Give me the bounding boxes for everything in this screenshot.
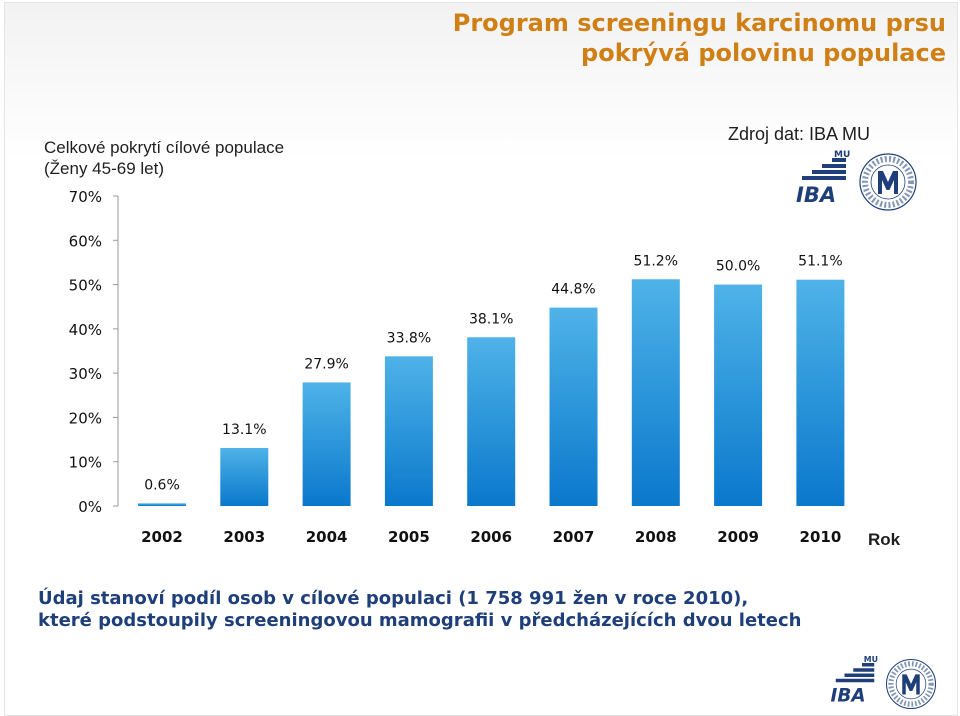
y-tick-label: 60% <box>69 232 102 250</box>
data-label: 27.9% <box>304 356 348 372</box>
bar <box>138 503 186 506</box>
y-tick-label: 50% <box>69 277 102 295</box>
x-tick-label: 2009 <box>717 528 759 546</box>
footnote-line-2: které podstoupily screeningovou mamograf… <box>38 610 802 631</box>
chart-title: Celkové pokrytí cílové populace <box>44 138 285 157</box>
mu-small-text-footer: MU <box>864 656 878 664</box>
y-tick-label: 10% <box>69 454 102 472</box>
data-label: 50.0% <box>716 259 760 275</box>
footnote-line-1: Údaj stanoví podíl osob v cílové populac… <box>38 588 749 609</box>
chart-title-block: Celkové pokrytí cílové populace (Ženy 45… <box>44 137 284 179</box>
x-tick-label: 2007 <box>553 528 595 546</box>
data-label: 38.1% <box>469 311 513 327</box>
data-label: 44.8% <box>551 282 595 298</box>
iba-mu-logo-footer: MU IBA <box>831 656 937 710</box>
chart-subtitle: (Ženy 45-69 let) <box>44 159 164 178</box>
x-tick-label: 2003 <box>223 528 265 546</box>
mu-small-text: MU <box>834 150 850 160</box>
iba-logo-footer: MU IBA <box>831 656 878 707</box>
iba-logo: MU IBA <box>796 150 850 207</box>
x-tick-label: 2002 <box>141 528 183 546</box>
bar <box>796 279 845 506</box>
y-tick-label: 0% <box>78 498 102 516</box>
muni-seal-logo-footer <box>885 658 937 710</box>
y-tick-label: 70% <box>69 188 102 206</box>
y-tick-label: 30% <box>69 365 102 383</box>
title-line-2: pokrývá polovinu populace <box>581 39 946 67</box>
title-line-1: Program screeningu karcinomu prsu <box>452 9 946 37</box>
data-label: 13.1% <box>222 422 266 438</box>
bar <box>220 447 269 506</box>
iba-text: IBA <box>796 183 836 207</box>
x-tick-label: 2010 <box>800 528 842 546</box>
bar <box>549 307 598 506</box>
x-axis-label: Rok <box>868 530 901 549</box>
x-tick-label: 2008 <box>635 528 677 546</box>
iba-mu-logo: MU IBA <box>796 150 917 211</box>
bar <box>631 279 680 506</box>
bar <box>467 337 516 506</box>
y-tick-label: 20% <box>69 409 102 427</box>
iba-text-footer: IBA <box>831 686 866 707</box>
slide-title: Program screeningu karcinomu prsu pokrýv… <box>346 8 946 68</box>
data-label: 51.2% <box>634 253 678 269</box>
footnote: Údaj stanoví podíl osob v cílové populac… <box>38 588 801 632</box>
x-tick-label: 2005 <box>388 528 430 546</box>
data-label: 0.6% <box>144 477 180 493</box>
data-source: Zdroj dat: IBA MU <box>728 124 871 144</box>
data-label: 51.1% <box>798 254 842 270</box>
data-label: 33.8% <box>387 330 431 346</box>
bar <box>714 284 763 506</box>
x-tick-label: 2004 <box>306 528 348 546</box>
bar <box>302 382 351 506</box>
bar <box>384 356 433 506</box>
x-tick-label: 2006 <box>470 528 512 546</box>
muni-seal-logo <box>859 153 917 211</box>
y-tick-label: 40% <box>69 321 102 339</box>
